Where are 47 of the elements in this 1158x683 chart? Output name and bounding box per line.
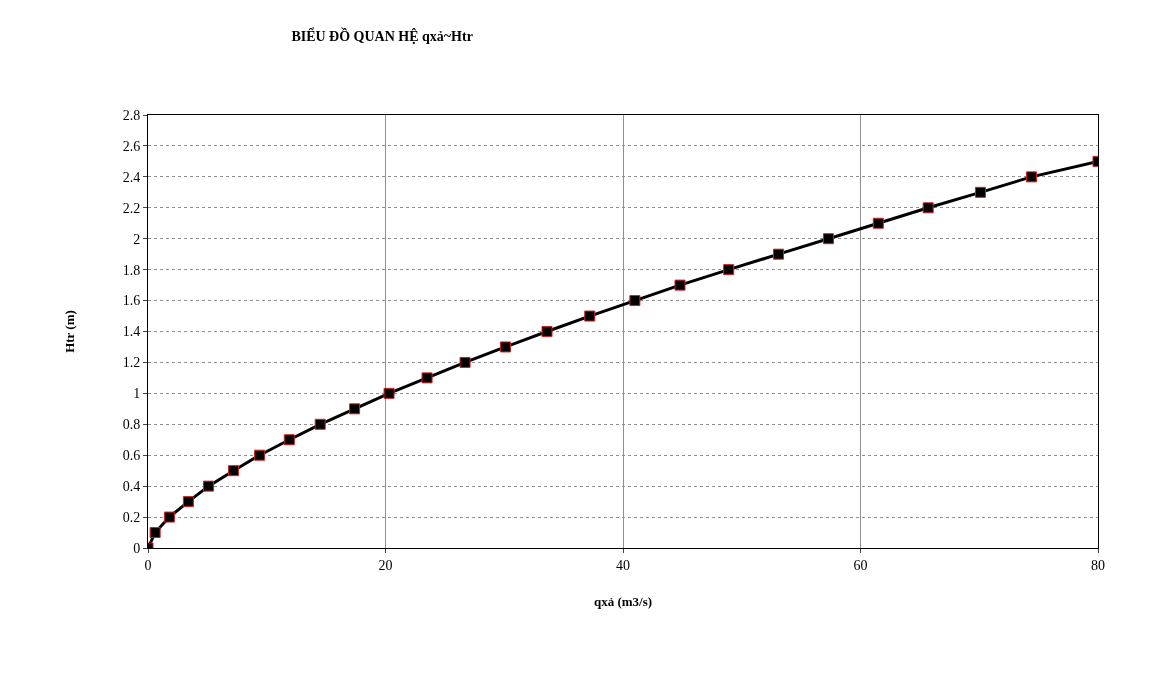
x-tick-label: 0 bbox=[144, 557, 152, 573]
y-tick-label: 1.8 bbox=[122, 262, 141, 278]
point bbox=[822, 233, 834, 245]
point bbox=[149, 527, 161, 539]
y-tick-label: 2.6 bbox=[122, 138, 141, 154]
x-tick-label: 40 bbox=[616, 557, 630, 573]
point bbox=[203, 480, 215, 492]
x-tick-label: 80 bbox=[1091, 557, 1105, 573]
point bbox=[163, 511, 175, 523]
x-axis-title: qxả (m3/s) bbox=[593, 594, 653, 610]
point bbox=[872, 217, 884, 229]
point bbox=[421, 372, 433, 384]
point bbox=[922, 202, 934, 214]
y-tick-label: 1.2 bbox=[122, 355, 141, 371]
point bbox=[674, 279, 686, 291]
point bbox=[182, 496, 194, 508]
y-tick-label: 0.2 bbox=[122, 509, 141, 525]
point bbox=[459, 356, 471, 368]
y-tick-label: 1.6 bbox=[122, 293, 141, 309]
point bbox=[541, 326, 553, 337]
y-tick-label: 1 bbox=[133, 386, 141, 402]
y-tick-label: 2.2 bbox=[122, 200, 141, 216]
y-tick-label: 0 bbox=[133, 540, 141, 556]
point bbox=[254, 449, 266, 461]
point bbox=[584, 310, 596, 322]
y-tick-label: 0.4 bbox=[122, 479, 141, 495]
y-axis-title: Htr (m) bbox=[61, 310, 77, 353]
point bbox=[349, 403, 361, 415]
y-tick-label: 2.4 bbox=[122, 169, 141, 185]
point bbox=[974, 186, 986, 198]
y-tick-label: 2.8 bbox=[122, 107, 141, 123]
point bbox=[773, 248, 785, 260]
point bbox=[629, 295, 641, 307]
y-tick-label: 0.6 bbox=[122, 448, 141, 464]
point bbox=[283, 434, 295, 446]
point bbox=[1026, 171, 1037, 183]
x-tick-label: 20 bbox=[378, 557, 393, 573]
chart-title: BIỂU ĐỒ QUAN HỆ qxả~Htr bbox=[291, 26, 473, 44]
point bbox=[228, 465, 239, 477]
y-tick-label: 1.4 bbox=[122, 324, 141, 340]
x-tick-label: 60 bbox=[853, 557, 868, 573]
y-tick-label: 2 bbox=[133, 231, 141, 247]
point bbox=[723, 264, 735, 276]
y-tick-label: 0.8 bbox=[122, 417, 141, 433]
point bbox=[383, 387, 395, 399]
point bbox=[499, 341, 511, 353]
point bbox=[314, 418, 326, 430]
